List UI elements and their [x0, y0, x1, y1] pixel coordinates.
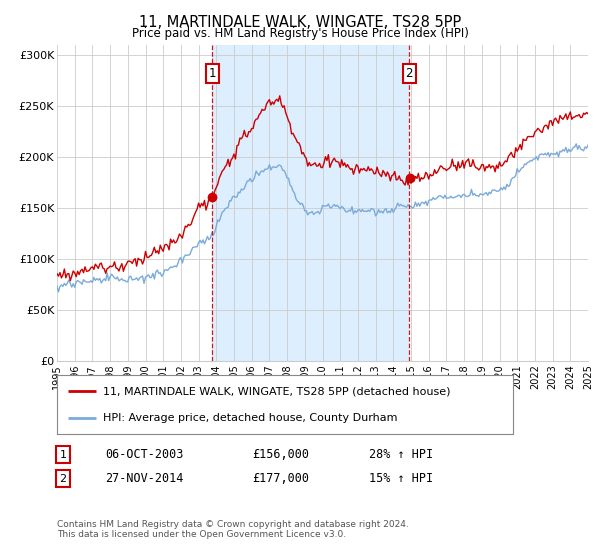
- Text: 11, MARTINDALE WALK, WINGATE, TS28 5PP: 11, MARTINDALE WALK, WINGATE, TS28 5PP: [139, 15, 461, 30]
- Text: 06-OCT-2003: 06-OCT-2003: [105, 448, 184, 461]
- Text: 27-NOV-2014: 27-NOV-2014: [105, 472, 184, 486]
- Text: £177,000: £177,000: [252, 472, 309, 486]
- Text: 1: 1: [209, 67, 216, 80]
- Text: 15% ↑ HPI: 15% ↑ HPI: [369, 472, 433, 486]
- Text: HPI: Average price, detached house, County Durham: HPI: Average price, detached house, Coun…: [103, 413, 397, 423]
- Text: 28% ↑ HPI: 28% ↑ HPI: [369, 448, 433, 461]
- Text: 2: 2: [406, 67, 413, 80]
- Text: Price paid vs. HM Land Registry's House Price Index (HPI): Price paid vs. HM Land Registry's House …: [131, 27, 469, 40]
- Text: £156,000: £156,000: [252, 448, 309, 461]
- Text: Contains HM Land Registry data © Crown copyright and database right 2024.
This d: Contains HM Land Registry data © Crown c…: [57, 520, 409, 539]
- Bar: [212, 45, 409, 361]
- Text: 1: 1: [59, 450, 67, 460]
- Text: 2: 2: [59, 474, 67, 484]
- Text: 11, MARTINDALE WALK, WINGATE, TS28 5PP (detached house): 11, MARTINDALE WALK, WINGATE, TS28 5PP (…: [103, 386, 450, 396]
